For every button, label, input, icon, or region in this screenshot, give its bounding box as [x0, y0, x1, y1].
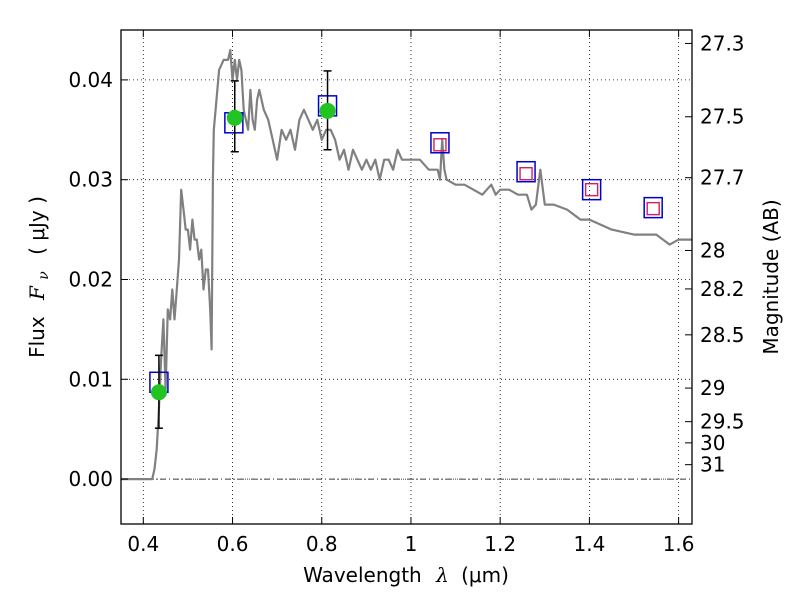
observed-flux-point — [319, 102, 336, 119]
plot-frame — [120, 29, 693, 525]
observed-flux-point — [150, 384, 167, 401]
x-tick-label: 0.8 — [306, 532, 338, 556]
magnitude-tick-label: 28.5 — [700, 323, 745, 347]
y-tick-label: 0.01 — [68, 367, 113, 391]
x-tick-label: 0.4 — [127, 532, 159, 556]
magnitude-tick-label: 29.5 — [700, 410, 745, 434]
magnitude-tick-label: 27.5 — [700, 105, 745, 129]
magnitude-tick-label: 27.3 — [700, 31, 745, 55]
y-axis-label: Flux F ν ( μJy ) — [25, 196, 53, 358]
magnitude-tick-label: 31 — [700, 453, 725, 477]
y-tick-label: 0.02 — [68, 267, 113, 291]
model-flux-square — [581, 178, 602, 201]
x-tick-label: 1 — [405, 532, 418, 556]
x-tick-label: 1.4 — [573, 532, 605, 556]
y-axis-ticks: 0.00 0.01 0.02 0.03 0.04 — [68, 68, 128, 491]
plot-area — [121, 48, 692, 481]
model-flux-square — [430, 132, 450, 154]
observed-flux-point — [226, 109, 243, 126]
x-axis-ticks: 0.4 0.6 0.8 1 1.2 1.4 1.6 — [127, 30, 695, 556]
magnitude-tick-label: 30 — [700, 431, 725, 455]
magnitude-tick-label: 29 — [700, 376, 725, 400]
upper-limit-square — [519, 167, 533, 181]
y-tick-label: 0.03 — [68, 168, 113, 192]
upper-limit-square — [584, 182, 599, 197]
y-tick-label: 0.00 — [68, 467, 113, 491]
y-tick-label: 0.04 — [68, 68, 113, 92]
grid-lines — [121, 30, 692, 524]
magnitude-tick-label: 27.7 — [700, 166, 745, 190]
upper-limit-square — [433, 138, 447, 152]
magnitude-axis-label: Magnitude (AB) — [759, 199, 783, 354]
magnitude-tick-label: 28 — [700, 238, 725, 262]
x-tick-label: 1.6 — [663, 532, 695, 556]
model-flux-square — [643, 196, 663, 219]
model-flux-square — [516, 160, 536, 183]
upper-limit-square — [646, 201, 660, 216]
x-tick-label: 1.2 — [484, 532, 516, 556]
x-tick-label: 0.6 — [217, 532, 249, 556]
magnitude-tick-label: 28.2 — [700, 277, 745, 301]
model-spectrum-line — [121, 48, 692, 481]
x-axis-label: Wavelength λ (μm) — [303, 563, 509, 587]
